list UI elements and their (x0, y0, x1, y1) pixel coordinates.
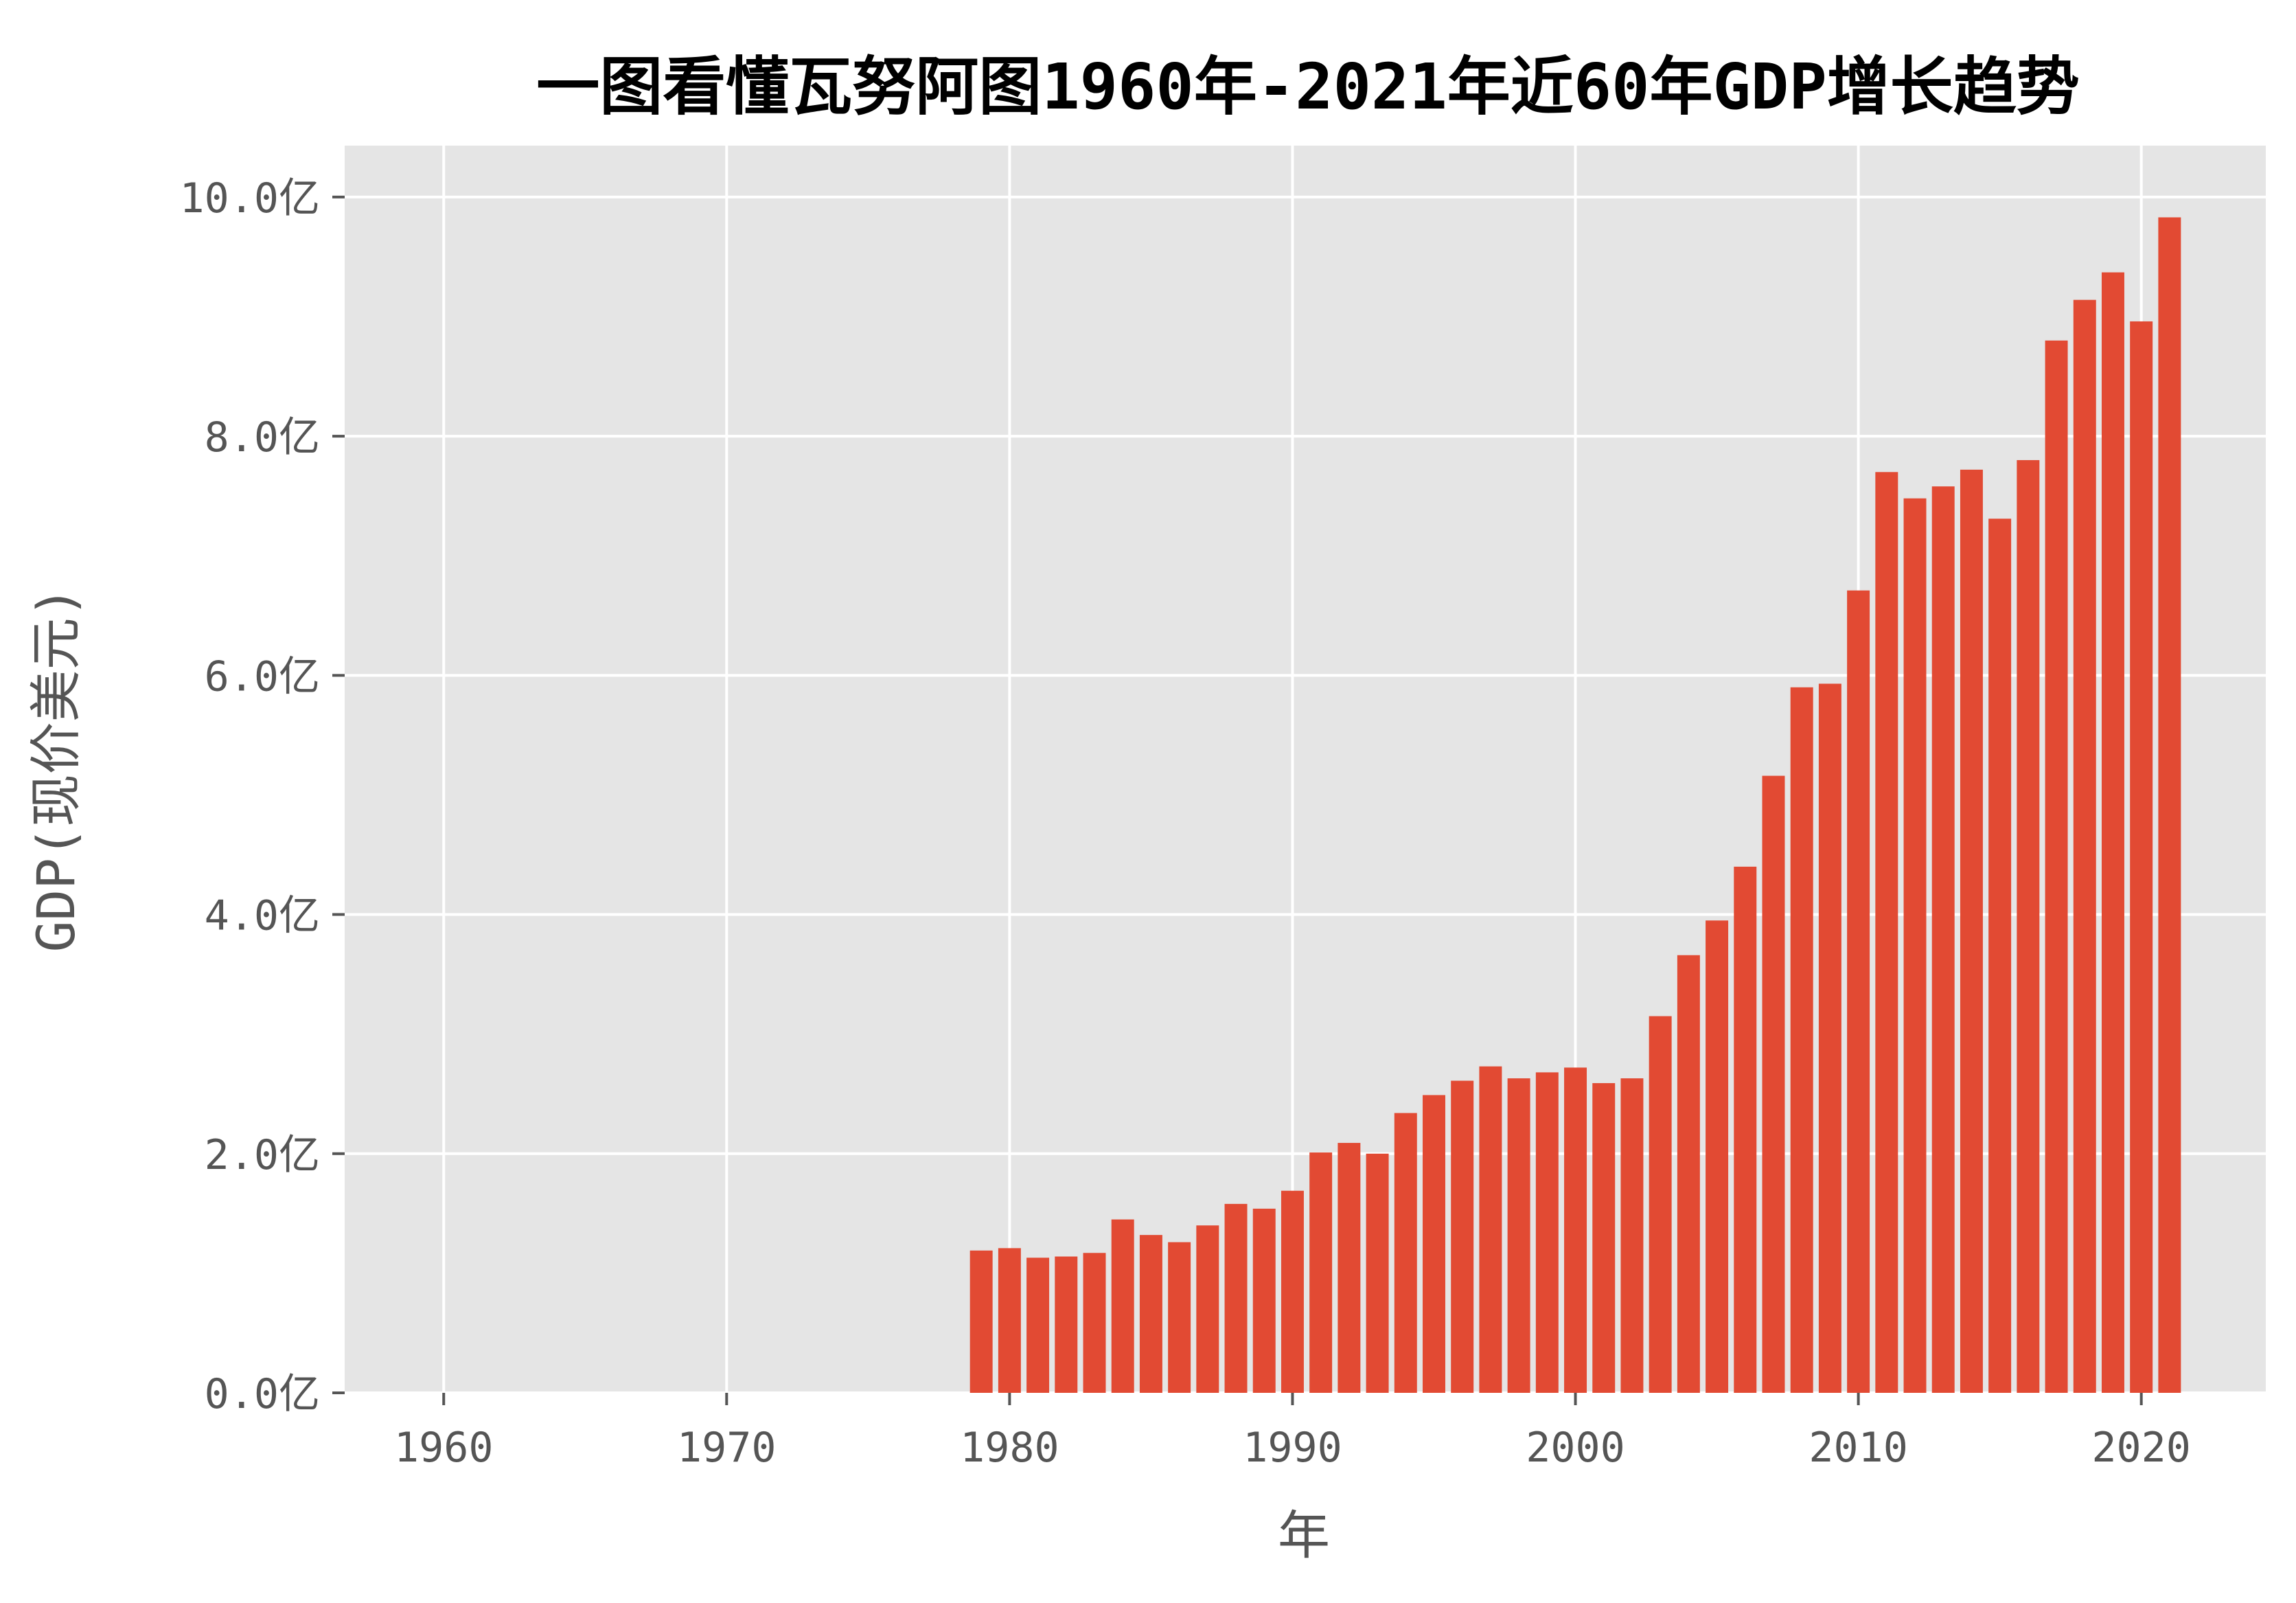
bar-2001 (1592, 1083, 1616, 1393)
bar-2002 (1620, 1078, 1644, 1393)
bar-2007 (1762, 775, 1785, 1393)
bar-2014 (1960, 469, 1983, 1393)
bar-1997 (1479, 1066, 1502, 1393)
x-axis-label: 年 (1278, 1505, 1330, 1566)
bar-1981 (1026, 1258, 1050, 1393)
x-tick-label: 2010 (1809, 1424, 1908, 1472)
bar-1994 (1394, 1113, 1417, 1393)
x-tick-label: 1960 (394, 1424, 494, 1472)
bar-2011 (1875, 472, 1898, 1393)
bar-2008 (1790, 687, 1813, 1394)
bar-1992 (1338, 1143, 1361, 1393)
bar-2015 (1988, 519, 2012, 1394)
x-axis-ticks: 1960 1970 1980 1990 2000 2010 2020 (394, 1393, 2191, 1472)
bar-1996 (1451, 1080, 1474, 1393)
bar-2003 (1649, 1016, 1672, 1393)
bar-1983 (1083, 1253, 1106, 1393)
bar-2010 (1847, 590, 1870, 1393)
y-tick-label: 2.0亿 (205, 1131, 320, 1179)
bar-1998 (1507, 1078, 1530, 1393)
bar-1985 (1139, 1235, 1162, 1393)
y-axis-label: GDP(现价美元) (25, 587, 87, 953)
bar-2009 (1818, 683, 1841, 1394)
bar-2005 (1706, 920, 1729, 1393)
bar-1979 (969, 1250, 993, 1393)
bar-1993 (1366, 1153, 1389, 1393)
bar-series (969, 217, 2181, 1394)
x-tick-label: 2020 (2091, 1424, 2191, 1472)
bar-1988 (1224, 1203, 1248, 1393)
bar-1990 (1281, 1190, 1304, 1393)
bar-1982 (1055, 1256, 1078, 1393)
y-tick-label: 6.0亿 (205, 652, 320, 701)
y-tick-label: 0.0亿 (205, 1370, 320, 1418)
bar-1999 (1535, 1072, 1559, 1393)
y-tick-label: 8.0亿 (205, 413, 320, 462)
y-tick-label: 10.0亿 (180, 174, 321, 223)
bar-2017 (2045, 340, 2068, 1393)
bar-2012 (1903, 498, 1927, 1393)
bar-1991 (1309, 1152, 1333, 1393)
bar-2021 (2158, 217, 2181, 1393)
bar-1989 (1252, 1208, 1276, 1393)
bar-2000 (1564, 1067, 1587, 1393)
bar-2019 (2101, 272, 2124, 1393)
bar-2018 (2073, 299, 2096, 1393)
x-tick-label: 1990 (1243, 1424, 1342, 1472)
x-tick-label: 1970 (677, 1424, 777, 1472)
y-axis-ticks: 0.0亿 2.0亿 4.0亿 6.0亿 8.0亿 10.0亿 (180, 174, 345, 1418)
bar-2004 (1677, 955, 1700, 1393)
x-tick-label: 2000 (1526, 1424, 1625, 1472)
bar-1980 (998, 1248, 1021, 1393)
bar-1995 (1423, 1095, 1445, 1393)
bar-1984 (1111, 1219, 1134, 1393)
chart-title: 一图看懂瓦努阿图1960年-2021年近60年GDP增长趋势 (536, 50, 2079, 124)
bar-2016 (2017, 459, 2040, 1394)
x-tick-label: 1980 (960, 1424, 1059, 1472)
bar-1986 (1168, 1242, 1191, 1393)
y-tick-label: 4.0亿 (205, 892, 320, 940)
bar-2020 (2130, 321, 2153, 1394)
bar-1987 (1196, 1225, 1219, 1393)
bar-2006 (1734, 866, 1757, 1393)
bar-2013 (1931, 486, 1955, 1393)
